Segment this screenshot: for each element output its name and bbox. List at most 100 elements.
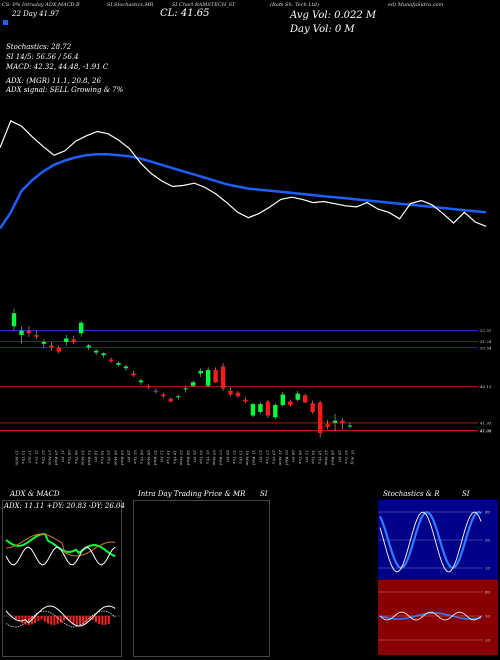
date-tick-label: 02 Wed [285, 450, 290, 466]
candle-body [71, 339, 76, 342]
candle-body [191, 382, 196, 386]
date-tick-label: 22 Mon [179, 449, 184, 466]
candle-body [11, 313, 17, 327]
date-tick-label: 08 Tue [298, 450, 303, 465]
candle-body [205, 370, 211, 386]
date-tick-label: 24 Mon [113, 449, 118, 466]
date-tick-label: 31 Fri [61, 450, 66, 463]
rsi-tick-label: 20 [484, 638, 491, 643]
candle-body [332, 420, 338, 423]
candle-body [198, 370, 203, 374]
stoch-chart: 80 50 20 80 50 20 [378, 500, 498, 655]
macd-histogram-bar [63, 616, 65, 621]
candle-body [161, 394, 166, 397]
date-tick-label: 14 Fri [94, 450, 99, 463]
macd-histogram-bar [56, 616, 59, 625]
macd-histogram-bar [53, 616, 56, 625]
macd-histogram-bar [47, 616, 49, 624]
date-tick-label: 28 Fri [127, 449, 132, 463]
price-level-label: 41.08 [479, 428, 492, 433]
date-tick-label: 27 Tue [265, 449, 270, 465]
intraday-si-label: SI [260, 490, 268, 498]
date-tick-label: 18 Tue [100, 450, 105, 465]
stoch-tick-label: 20 [484, 566, 491, 571]
stoch-tick-label: 50 [485, 538, 491, 543]
date-tick-label: 16 Tue [166, 450, 171, 465]
candle-body [86, 345, 91, 348]
white-price-line [0, 119, 487, 227]
macd-histogram-bar [37, 616, 40, 622]
macd-histogram-bar [98, 616, 101, 624]
macd-histogram-bar [66, 616, 69, 620]
macd-histogram-bar [72, 616, 75, 624]
candle-body [347, 425, 353, 427]
adx-macd-readout: ADX: 11.11 +DY: 20.83 -DY: 26.04 [4, 502, 125, 510]
candle-body [131, 373, 136, 376]
day-vol: Day Vol: 0 M [290, 24, 355, 35]
price-level-label: 41.05 [479, 428, 492, 433]
date-tick-label: 30 Tue [199, 450, 204, 465]
candle-body [19, 330, 24, 335]
macd-histogram-bar [75, 616, 78, 625]
adx-readout: ADX: (MGR) 11.1, 20.8, 26 [6, 77, 101, 85]
date-tick-label: 21 Wed [252, 449, 257, 466]
date-tick-label: 12 Fri [304, 450, 309, 463]
date-tick-label: 04 Thu [140, 450, 145, 465]
date-tick-label: 27 Mon [47, 449, 52, 466]
date-tick-label: 04 Fri [291, 450, 296, 463]
date-tick-label: 22 Mon [324, 449, 329, 466]
rsi-tick-label: 80 [485, 590, 491, 595]
date-tick-label: 10 Wed [153, 450, 158, 466]
header-item-3: (Ram Sh. Tech Ltd) [270, 2, 319, 8]
date-tick-label: 12 Wed [87, 450, 92, 466]
candle-body [64, 338, 69, 342]
date-tick-label: 16 Tue [311, 450, 316, 465]
blue-moving-average-line [0, 152, 487, 230]
intraday-title: Intra Day Trading Price & MR [138, 490, 246, 498]
date-tick-label: 12 Fri [159, 450, 164, 463]
macd-histogram-bar [59, 616, 62, 623]
macd-signal-line [5, 610, 116, 628]
adx-chart [3, 533, 121, 628]
candle-body [79, 322, 84, 334]
candle-body [340, 420, 345, 424]
date-tick-label: 19 Mon [245, 450, 250, 466]
rsi-tick-label: 50 [485, 614, 491, 619]
date-tick-label: 15 Thu [239, 450, 244, 465]
date-tick-label: 26 Fri [337, 449, 342, 463]
date-tick-label: 02 Tue [133, 450, 138, 465]
avg-vol: Avg Vol: 0.022 M [290, 10, 377, 21]
date-tick-label: 10 Mon [80, 450, 85, 466]
candle-body [310, 403, 315, 412]
minus-di-line [5, 533, 116, 557]
candle-body [26, 330, 32, 334]
date-tick-label: 26 Fri [192, 449, 197, 463]
candle-body [34, 335, 39, 337]
macd-histogram-bar [88, 616, 91, 621]
intraday-panel [133, 500, 270, 657]
legend-swatch [3, 10, 8, 29]
macd-histogram-bar [107, 616, 110, 624]
candle-body [220, 366, 226, 389]
date-tick-label: 24 Wed [186, 449, 191, 466]
price-level-label: 41.95 [479, 420, 492, 425]
header-item-4: ed) MunafaSutra.com [388, 2, 444, 8]
macd-histogram-bar [95, 616, 97, 623]
date-tick-label: 24 Wed [331, 449, 336, 466]
date-tick-label: 06 Thu [74, 450, 79, 465]
macd-histogram-bar [18, 616, 21, 622]
mrsi-line [379, 611, 482, 621]
adx-macd-title: ADX & MACD [10, 490, 60, 498]
candle-body [325, 424, 330, 427]
candle-body [250, 404, 256, 416]
macd-readout: MACD: 42.32, 44.48, -1.91 C [6, 63, 109, 71]
date-tick-label: 29 Wed [54, 449, 59, 466]
macd-histogram-bar [91, 616, 94, 621]
candle-body [258, 404, 263, 412]
macd-histogram-bar [40, 616, 43, 620]
date-tick-label: 15 Thu [21, 450, 26, 465]
si-readout: SI 14/5: 56.56 / 56.4 [6, 53, 79, 61]
candle-body [108, 359, 114, 362]
stoch-title: Stochastics & R [383, 490, 440, 498]
date-tick-label: 13 Mon [15, 450, 20, 466]
